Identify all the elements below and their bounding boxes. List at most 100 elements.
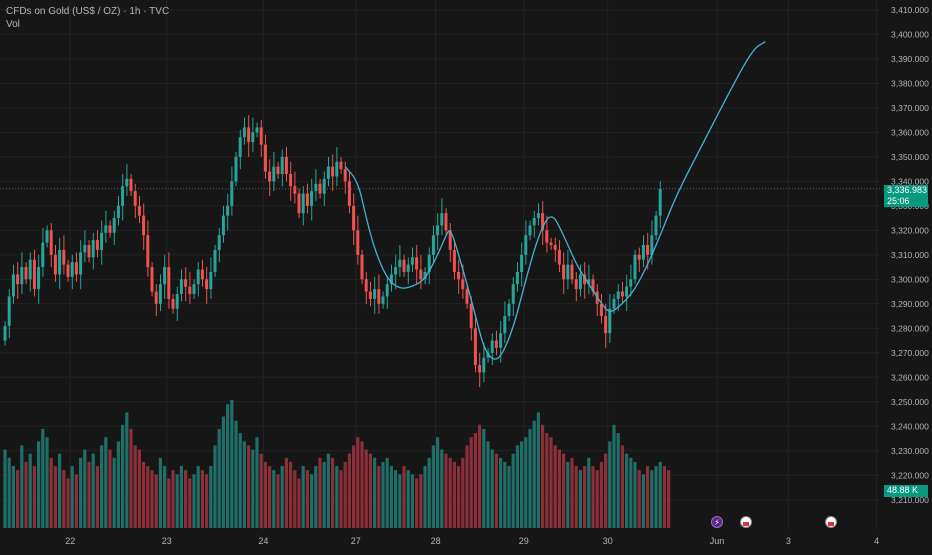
- candle-body: [146, 235, 150, 268]
- volume-bar: [536, 412, 540, 528]
- volume-bar: [20, 445, 24, 528]
- volume-bar: [604, 453, 608, 528]
- volume-bar: [326, 453, 330, 528]
- candle-body: [184, 279, 188, 287]
- volume-bar: [650, 470, 654, 528]
- candle-body: [352, 205, 356, 231]
- candle-body: [263, 144, 267, 172]
- volume-bar: [620, 445, 624, 528]
- volume-bar: [352, 445, 356, 528]
- candle-body: [179, 279, 183, 295]
- volume-bar: [419, 474, 423, 528]
- candle-body: [62, 249, 66, 265]
- price-tick-label: 3,340.000: [891, 176, 929, 186]
- candle-body: [448, 230, 452, 250]
- candle-body: [268, 171, 272, 182]
- candlesticks: [3, 115, 662, 388]
- lightning-icon[interactable]: ⚡: [711, 516, 723, 528]
- candle-body: [247, 127, 251, 143]
- projection-line: [344, 41, 766, 360]
- candle-body: [171, 298, 175, 309]
- volume-bar: [343, 461, 347, 528]
- candle-body: [646, 245, 650, 255]
- last-price-badge: 3,336.983 25:06: [884, 185, 928, 207]
- candle-body: [503, 316, 507, 334]
- candle-body: [473, 328, 477, 366]
- candle-body: [482, 357, 486, 373]
- candle-body: [373, 289, 377, 299]
- candle-body: [32, 259, 36, 290]
- candle-body: [599, 303, 603, 317]
- volume-bar: [667, 470, 671, 528]
- candle-body: [410, 257, 414, 265]
- volume-bar: [226, 404, 230, 528]
- volume-bar: [646, 466, 650, 528]
- candle-body: [234, 156, 238, 182]
- us-flag-icon[interactable]: [825, 516, 837, 528]
- volume-bar: [263, 461, 267, 528]
- candle-body: [398, 259, 402, 268]
- volume-bar: [255, 437, 259, 528]
- volume-bar: [234, 420, 238, 528]
- volume-bar: [83, 449, 87, 528]
- volume-bar: [301, 466, 305, 528]
- us-flag-icon[interactable]: [740, 516, 752, 528]
- volume-bar: [595, 470, 599, 528]
- candle-body: [314, 183, 318, 192]
- volume-bar: [549, 437, 553, 528]
- candle-body: [217, 235, 221, 250]
- candle-body: [108, 225, 112, 233]
- volume-bar: [91, 453, 95, 528]
- volume-bar: [633, 461, 637, 528]
- volume-bar: [457, 466, 461, 528]
- price-tick-label: 3,400.000: [891, 29, 929, 39]
- price-tick-label: 3,240.000: [891, 421, 929, 431]
- candle-body: [221, 215, 225, 236]
- bar-countdown: 25:06: [887, 196, 910, 206]
- volume-bar: [499, 457, 503, 528]
- candle-body: [28, 259, 32, 280]
- symbol-title[interactable]: CFDs on Gold (US$ / OZ) · 1h · TVC: [6, 6, 170, 17]
- candle-body: [427, 254, 431, 272]
- candle-body: [289, 174, 293, 187]
- candle-body: [431, 235, 435, 255]
- candle-body: [360, 254, 364, 280]
- volume-bar: [217, 428, 221, 528]
- candle-body: [545, 230, 549, 243]
- candle-body: [112, 218, 116, 233]
- candle-body: [616, 291, 620, 299]
- volume-bar: [427, 457, 431, 528]
- price-tick-label: 3,370.000: [891, 103, 929, 113]
- volume-bar: [121, 424, 125, 528]
- volume-bar: [654, 466, 658, 528]
- volume-bar: [347, 453, 351, 528]
- price-tick-label: 3,360.000: [891, 127, 929, 137]
- volume-bar: [49, 457, 53, 528]
- volume-bar: [74, 474, 78, 528]
- candle-body: [478, 365, 482, 373]
- volume-bar: [436, 437, 440, 528]
- volume-bar: [7, 457, 11, 528]
- volume-bar: [213, 445, 217, 528]
- volume-bar: [251, 449, 255, 528]
- volume-bar: [448, 457, 452, 528]
- volume-bar: [175, 474, 179, 528]
- volume-bar: [587, 457, 591, 528]
- candle-body: [339, 161, 343, 170]
- candle-body: [423, 271, 427, 280]
- candle-body: [326, 166, 330, 179]
- candle-body: [70, 262, 74, 277]
- candle-body: [650, 235, 654, 255]
- candle-body: [280, 156, 284, 174]
- chart-legend: CFDs on Gold (US$ / OZ) · 1h · TVC Vol: [6, 5, 169, 31]
- candle-body: [419, 269, 423, 280]
- volume-indicator-label[interactable]: Vol: [6, 19, 20, 30]
- candle-body: [469, 303, 473, 329]
- candle-body: [133, 191, 137, 206]
- volume-bars: [3, 400, 671, 528]
- price-tick-label: 3,310.000: [891, 250, 929, 260]
- candle-body: [591, 279, 595, 292]
- candle-body: [436, 225, 440, 236]
